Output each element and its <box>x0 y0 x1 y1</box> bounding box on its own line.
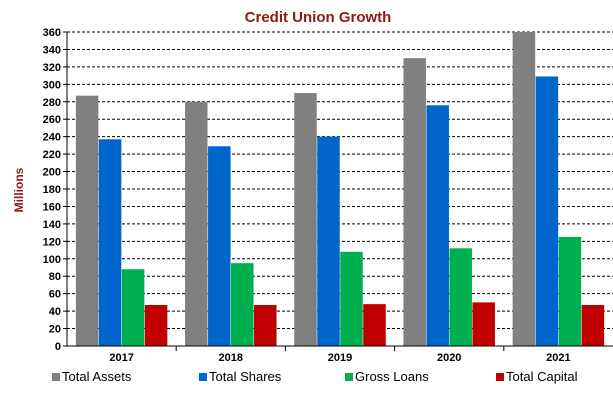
legend-swatch <box>199 373 207 381</box>
bar <box>472 302 495 346</box>
x-tick-label: 2017 <box>109 352 133 364</box>
y-tick-labels: 0 20 40 60 80 100 120 140 160 180 200 220 240 260 280 3… <box>43 27 61 353</box>
bar <box>535 76 559 346</box>
y-tick-label: 20 <box>49 324 61 336</box>
y-tick-label: 160 <box>43 201 61 213</box>
bar <box>426 105 449 347</box>
y-tick-label: 40 <box>49 306 61 318</box>
legend-swatch <box>496 373 504 381</box>
bars <box>75 32 605 347</box>
bar <box>231 263 254 346</box>
y-tick-label: 220 <box>43 149 61 161</box>
legend-swatch <box>345 373 353 381</box>
legend: Total Assets Total Shares Gross Loans Total… <box>52 369 578 384</box>
y-tick-label: 320 <box>43 62 61 74</box>
x-tick-label: 2019 <box>328 352 352 364</box>
chart-title: Credit Union Growth <box>245 9 392 26</box>
x-tick-labels: 2017 2018 2019 2020 2021 <box>109 352 570 364</box>
y-tick-label: 240 <box>43 132 61 144</box>
y-tick-label: 200 <box>43 167 61 179</box>
legend-label: Total Assets <box>62 369 132 384</box>
legend-label: Total Shares <box>209 369 282 384</box>
bar <box>294 93 317 346</box>
y-tick-label: 260 <box>43 114 61 126</box>
bar <box>340 251 363 346</box>
bar <box>144 305 168 346</box>
y-tick-label: 340 <box>43 44 61 56</box>
x-tick-label: 2021 <box>546 352 570 364</box>
bar <box>121 269 145 346</box>
legend-label: Gross Loans <box>355 369 429 384</box>
bar <box>558 236 582 346</box>
y-tick-label: 300 <box>43 79 61 91</box>
y-tick-label: 0 <box>55 341 61 353</box>
bar <box>449 248 472 346</box>
x-tick-label: 2020 <box>437 352 461 364</box>
bar <box>254 305 277 346</box>
y-tick-label: 360 <box>43 27 61 39</box>
bar <box>75 95 99 346</box>
legend-label: Total Capital <box>506 369 578 384</box>
bar <box>98 139 122 346</box>
y-tick-label: 80 <box>49 271 61 283</box>
y-tick-label: 280 <box>43 97 61 109</box>
legend-swatch <box>52 373 60 381</box>
bar <box>403 58 426 347</box>
axes <box>63 31 613 351</box>
bar <box>363 304 386 346</box>
y-tick-label: 140 <box>43 219 61 231</box>
y-tick-label: 60 <box>49 289 61 301</box>
bar <box>185 101 208 347</box>
bar <box>512 32 536 346</box>
y-axis-label: Millions <box>12 167 26 212</box>
x-tick-label: 2018 <box>219 352 243 364</box>
bar <box>317 136 340 346</box>
bar <box>581 305 605 346</box>
bar <box>208 146 231 346</box>
y-tick-label: 180 <box>43 184 61 196</box>
y-tick-label: 120 <box>43 236 61 248</box>
y-tick-label: 100 <box>43 254 61 266</box>
